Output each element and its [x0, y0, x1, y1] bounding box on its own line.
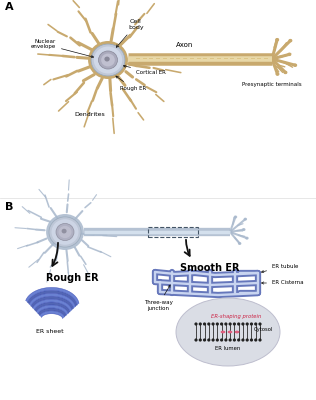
Ellipse shape — [275, 38, 279, 42]
Ellipse shape — [224, 338, 228, 342]
Polygon shape — [33, 299, 72, 312]
Text: Rough ER: Rough ER — [116, 76, 146, 91]
Ellipse shape — [293, 64, 297, 67]
Ellipse shape — [235, 331, 239, 333]
Text: Cytosol: Cytosol — [254, 328, 273, 332]
Ellipse shape — [221, 331, 225, 333]
Ellipse shape — [176, 298, 280, 366]
Ellipse shape — [203, 322, 206, 326]
Ellipse shape — [237, 338, 240, 342]
Ellipse shape — [228, 338, 232, 342]
Text: Cell
body: Cell body — [116, 19, 144, 47]
Ellipse shape — [233, 338, 236, 342]
Text: ER tubule: ER tubule — [261, 264, 298, 273]
Ellipse shape — [287, 52, 291, 56]
Ellipse shape — [245, 237, 249, 240]
Ellipse shape — [49, 217, 81, 247]
Ellipse shape — [234, 216, 237, 218]
Text: Dendrites: Dendrites — [75, 112, 105, 117]
Text: Three-way
junction: Three-way junction — [143, 285, 173, 311]
Text: ER Cisterna: ER Cisterna — [262, 280, 304, 286]
Ellipse shape — [207, 338, 210, 342]
Ellipse shape — [203, 338, 206, 342]
Ellipse shape — [241, 322, 245, 326]
Polygon shape — [29, 293, 76, 308]
Ellipse shape — [216, 338, 219, 342]
Ellipse shape — [94, 46, 122, 74]
Ellipse shape — [235, 331, 239, 333]
Text: B: B — [5, 202, 13, 212]
Ellipse shape — [101, 54, 115, 66]
Text: ER lumen: ER lumen — [216, 346, 240, 351]
Ellipse shape — [228, 331, 232, 333]
Polygon shape — [27, 290, 77, 307]
Ellipse shape — [254, 338, 257, 342]
Polygon shape — [40, 311, 64, 319]
Ellipse shape — [99, 51, 118, 69]
Ellipse shape — [211, 322, 215, 326]
Text: Axon: Axon — [176, 42, 194, 48]
Ellipse shape — [56, 224, 74, 240]
Text: A: A — [5, 2, 14, 12]
Polygon shape — [38, 308, 66, 317]
Ellipse shape — [194, 338, 198, 342]
Text: Rough ER: Rough ER — [46, 273, 98, 283]
Polygon shape — [34, 302, 70, 314]
Ellipse shape — [258, 338, 262, 342]
Ellipse shape — [228, 322, 232, 326]
Ellipse shape — [221, 331, 225, 333]
Ellipse shape — [216, 322, 219, 326]
Ellipse shape — [276, 72, 279, 76]
Ellipse shape — [52, 219, 78, 245]
Ellipse shape — [207, 322, 210, 326]
Ellipse shape — [238, 242, 241, 245]
Ellipse shape — [244, 218, 247, 221]
Ellipse shape — [46, 214, 84, 250]
Text: Cortical ER: Cortical ER — [124, 65, 166, 74]
Ellipse shape — [104, 56, 110, 62]
Ellipse shape — [254, 322, 257, 326]
Polygon shape — [31, 296, 74, 310]
Ellipse shape — [289, 39, 292, 42]
Ellipse shape — [250, 322, 253, 326]
Ellipse shape — [91, 44, 125, 76]
Text: ER-shaping protein: ER-shaping protein — [211, 314, 261, 319]
Ellipse shape — [246, 322, 249, 326]
Ellipse shape — [220, 338, 223, 342]
Ellipse shape — [194, 322, 198, 326]
Text: Nuclear
envelope: Nuclear envelope — [31, 39, 94, 58]
Ellipse shape — [220, 322, 223, 326]
Ellipse shape — [250, 338, 253, 342]
Ellipse shape — [237, 322, 240, 326]
Ellipse shape — [224, 322, 228, 326]
Text: Presynaptic terminals: Presynaptic terminals — [242, 82, 302, 87]
Ellipse shape — [199, 322, 202, 326]
Ellipse shape — [58, 226, 71, 238]
Ellipse shape — [258, 322, 262, 326]
Ellipse shape — [199, 338, 202, 342]
Ellipse shape — [283, 71, 288, 74]
Ellipse shape — [228, 331, 232, 333]
Ellipse shape — [88, 41, 128, 79]
Ellipse shape — [241, 338, 245, 342]
Ellipse shape — [246, 338, 249, 342]
Polygon shape — [36, 305, 68, 315]
Ellipse shape — [62, 229, 67, 234]
Text: ER sheet: ER sheet — [36, 329, 64, 334]
Ellipse shape — [233, 322, 236, 326]
Ellipse shape — [211, 338, 215, 342]
Polygon shape — [26, 288, 79, 305]
Ellipse shape — [242, 228, 246, 231]
Text: Smooth ER: Smooth ER — [180, 263, 240, 273]
